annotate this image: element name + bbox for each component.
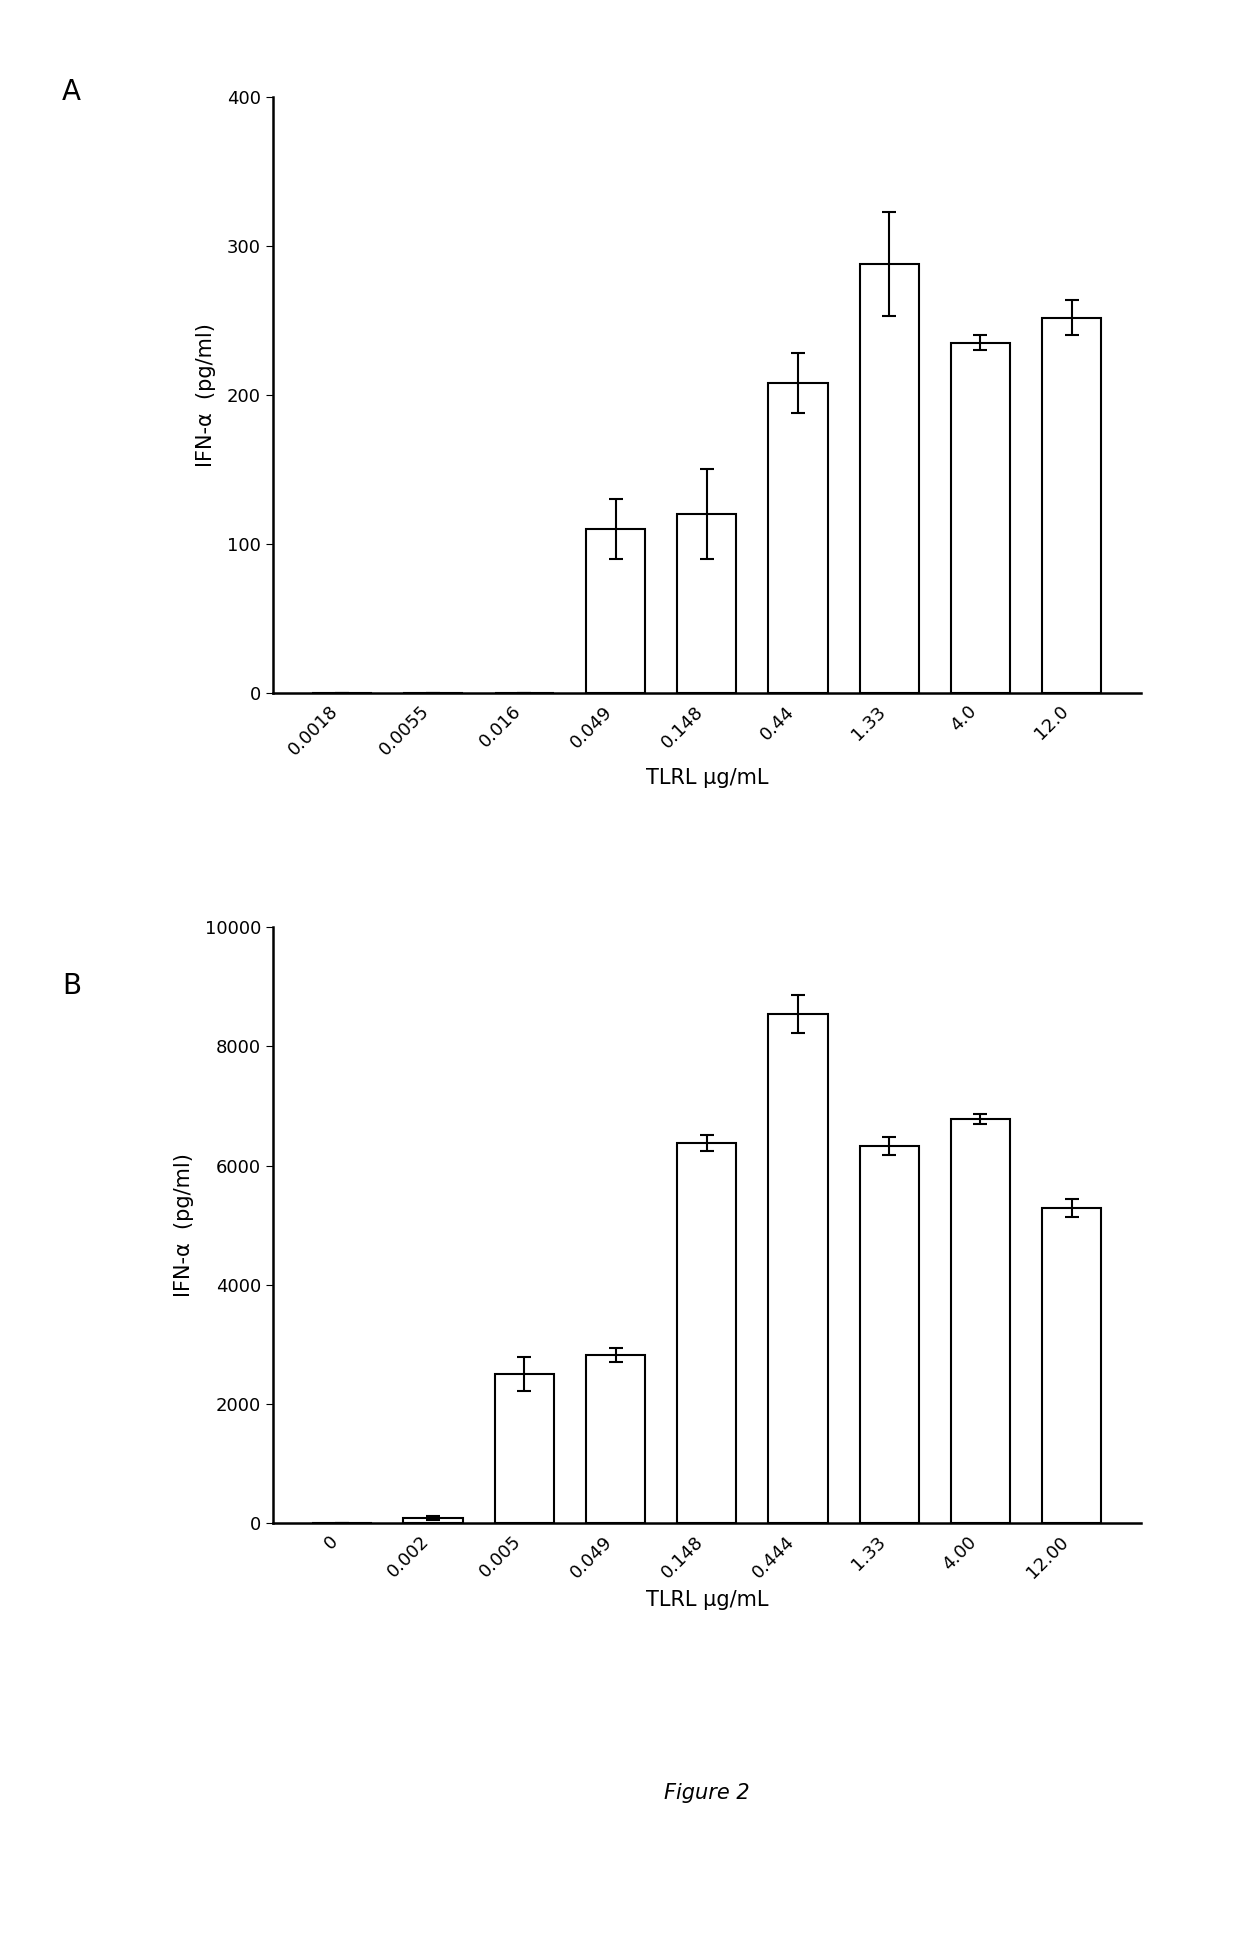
- Bar: [495, 1374, 554, 1522]
- Text: B: B: [62, 972, 81, 999]
- X-axis label: TLRL μg/mL: TLRL μg/mL: [646, 1590, 768, 1610]
- Bar: [859, 1145, 919, 1522]
- Bar: [859, 264, 919, 692]
- Bar: [951, 342, 1011, 692]
- X-axis label: TLRL μg/mL: TLRL μg/mL: [646, 768, 768, 787]
- Bar: [769, 383, 827, 692]
- Text: A: A: [62, 78, 81, 105]
- Bar: [1042, 1209, 1101, 1522]
- Bar: [587, 1355, 645, 1522]
- Bar: [403, 1518, 463, 1522]
- Bar: [951, 1120, 1011, 1522]
- Y-axis label: IFN-α  (pg/ml): IFN-α (pg/ml): [196, 323, 216, 467]
- Bar: [1042, 317, 1101, 692]
- Bar: [587, 529, 645, 692]
- Bar: [769, 1013, 827, 1522]
- Bar: [677, 1143, 737, 1522]
- Text: Figure 2: Figure 2: [663, 1783, 750, 1804]
- Bar: [677, 513, 737, 692]
- Y-axis label: IFN-α  (pg/ml): IFN-α (pg/ml): [174, 1153, 193, 1297]
